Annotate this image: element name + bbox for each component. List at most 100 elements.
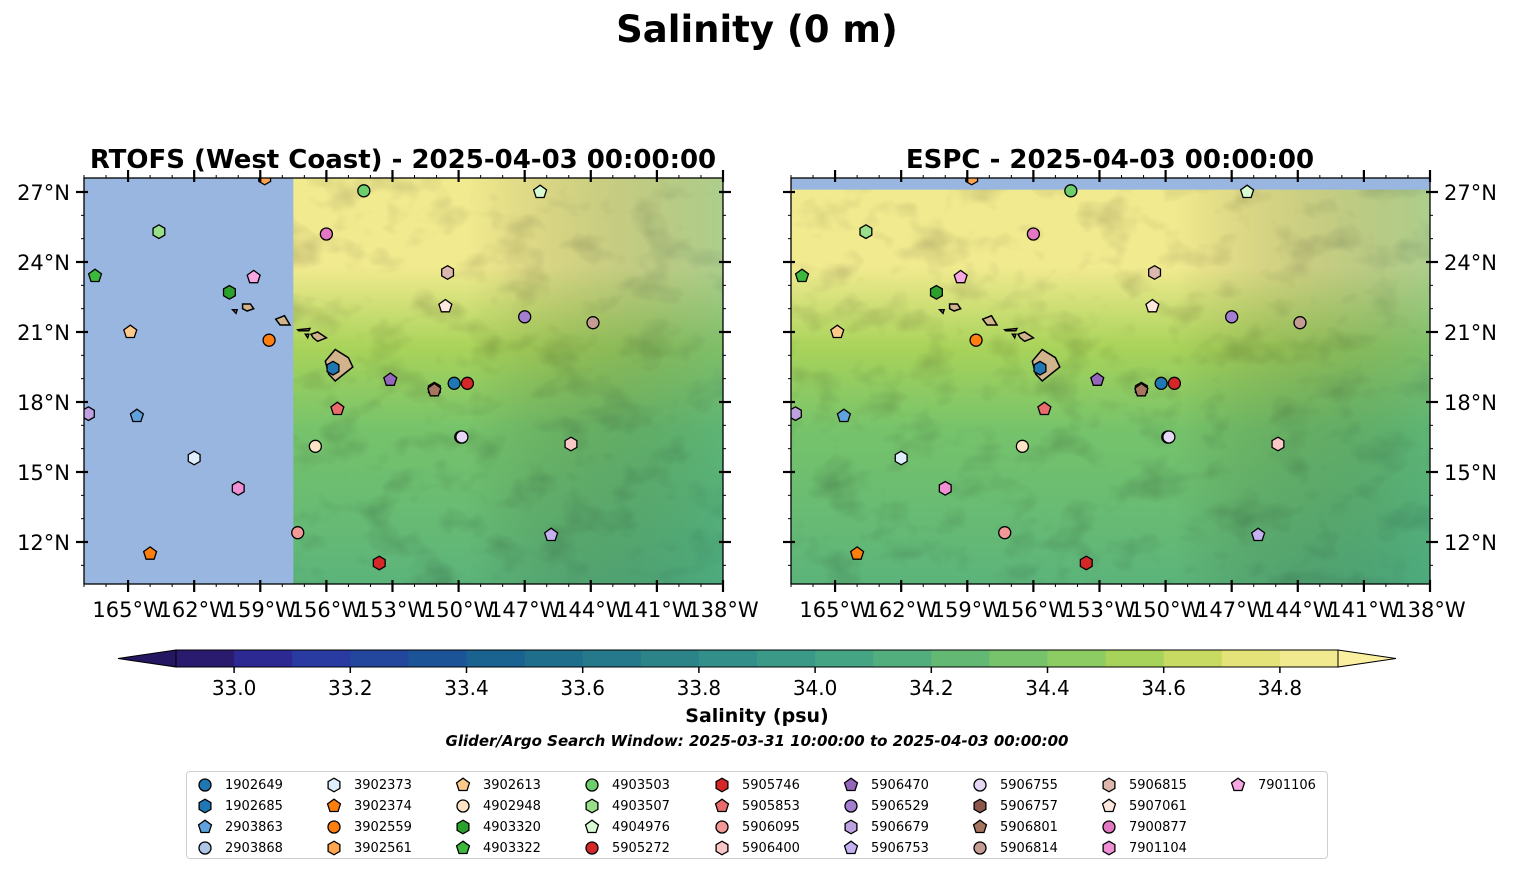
legend-label: 5905746 <box>742 777 800 793</box>
legend-item: 5905853 <box>714 796 800 816</box>
x-tick-label: 147°W <box>489 598 561 622</box>
observation-4903322 <box>794 268 810 283</box>
legend-item: 7901104 <box>1101 838 1187 858</box>
x-tick-label: 144°W <box>555 598 627 622</box>
observation-4903503 <box>1064 184 1078 198</box>
observation-7901106 <box>246 269 261 284</box>
observation-5905746 <box>1079 555 1093 571</box>
legend-marker <box>1230 777 1246 792</box>
observation-3902561 <box>258 178 272 186</box>
observation-5906814 <box>1293 316 1307 330</box>
colorbar-segment <box>292 650 351 667</box>
legend-marker-hexagon-icon <box>585 798 599 814</box>
legend-label: 5907061 <box>1129 798 1187 814</box>
colorbar-segment <box>931 650 990 667</box>
legend-label: 3902613 <box>483 777 541 793</box>
observation-markers <box>791 178 1307 571</box>
observation-1902685 <box>1033 360 1047 376</box>
panel-title: ESPC - 2025-04-03 00:00:00 <box>906 145 1314 175</box>
y-tick-label: 24°N <box>1444 251 1497 275</box>
legend-label: 5906757 <box>1000 798 1058 814</box>
legend-marker-pentagon-icon <box>584 819 600 834</box>
legend-marker-circle-icon <box>973 841 987 855</box>
legend-marker-pentagon-icon <box>714 798 730 813</box>
legend-item: 4903507 <box>584 796 670 816</box>
legend-item: 5906801 <box>972 817 1058 837</box>
legend-marker <box>1102 777 1116 793</box>
legend-item: 1902649 <box>197 775 283 795</box>
colorbar-tick-label: 33.6 <box>560 676 605 700</box>
x-tick-label: 159°W <box>225 598 297 622</box>
legend-marker <box>198 798 212 814</box>
legend-marker <box>843 777 859 792</box>
observation-3902374 <box>142 546 158 560</box>
map-axes: 165°W162°W159°W156°W153°W150°W147°W144°W… <box>783 170 1497 622</box>
x-tick-label: 162°W <box>865 598 937 622</box>
panel-title: RTOFS (West Coast) - 2025-04-03 00:00:00 <box>90 145 716 175</box>
colorbar-segment <box>408 650 468 667</box>
observation-3902613 <box>123 324 138 339</box>
legend-marker <box>1102 840 1116 856</box>
legend-marker-pentagon-icon <box>843 777 859 792</box>
y-tick-label: 21°N <box>1444 321 1497 345</box>
legend-marker-hexagon-icon <box>715 840 729 856</box>
observation-5906679 <box>791 406 802 422</box>
colorbar-tick-label: 34.4 <box>1025 676 1070 700</box>
observation-4903507 <box>859 224 873 240</box>
observation-5906753 <box>1250 527 1266 542</box>
y-tick-label: 15°N <box>17 461 70 485</box>
observation-4903320 <box>222 284 236 300</box>
observation-2903863 <box>836 408 852 423</box>
map-axes: 165°W162°W159°W156°W153°W150°W147°W144°W… <box>17 170 759 622</box>
legend-label: 5906753 <box>871 840 929 856</box>
legend-item: 3902559 <box>326 817 412 837</box>
y-tick-label: 12°N <box>1444 531 1497 555</box>
observation-7901104 <box>231 480 245 496</box>
colorbar-segment <box>1163 650 1223 667</box>
colorbar-segment <box>350 650 409 667</box>
legend-marker-pentagon-icon <box>1230 777 1246 792</box>
island <box>296 327 312 332</box>
x-tick-label: 162°W <box>158 598 230 622</box>
observation-3902559 <box>262 333 276 347</box>
legend-item: 5906753 <box>843 838 929 858</box>
legend-marker <box>327 777 341 793</box>
legend-label: 5905853 <box>742 798 800 814</box>
observation-4902948 <box>308 439 323 453</box>
x-tick-label: 144°W <box>1262 598 1334 622</box>
legend-item: 3902374 <box>326 796 412 816</box>
observation-5905853 <box>330 401 345 416</box>
colorbar-segment <box>234 650 293 667</box>
observation-3902561 <box>965 178 979 186</box>
observation-3902374 <box>849 546 865 560</box>
observation-5905746 <box>372 555 386 571</box>
legend-label: 5905272 <box>612 840 670 856</box>
colorbar-extend-low <box>117 649 177 668</box>
legend-marker <box>585 841 599 855</box>
x-tick-label: 150°W <box>1130 598 1202 622</box>
legend-marker <box>973 778 987 792</box>
legend-marker-circle-icon <box>198 778 212 792</box>
model-mask <box>84 178 294 584</box>
legend-marker <box>197 819 213 834</box>
legend-item: 4903503 <box>584 775 670 795</box>
legend-item: 3902561 <box>326 838 412 858</box>
legend-marker-hexagon-icon <box>327 840 341 856</box>
legend-marker <box>973 798 987 814</box>
panel-rtofs: RTOFS (West Coast) - 2025-04-03 00:00:00… <box>17 145 759 622</box>
colorbar-segment <box>1221 650 1281 667</box>
x-tick-label: 165°W <box>92 598 164 622</box>
legend-label: 2903863 <box>225 819 283 835</box>
legend-marker <box>973 841 987 855</box>
legend-item: 2903863 <box>197 817 283 837</box>
legend-marker-pentagon-icon <box>326 798 342 813</box>
y-tick-label: 24°N <box>17 251 70 275</box>
observation-5906400 <box>1271 436 1285 452</box>
legend-item: 5906679 <box>843 817 929 837</box>
observation-4903320 <box>929 284 943 300</box>
legend-marker <box>1102 820 1116 834</box>
island <box>304 333 310 340</box>
observation-4903503 <box>357 184 371 198</box>
x-tick-label: 153°W <box>357 598 429 622</box>
legend-marker <box>327 840 341 856</box>
